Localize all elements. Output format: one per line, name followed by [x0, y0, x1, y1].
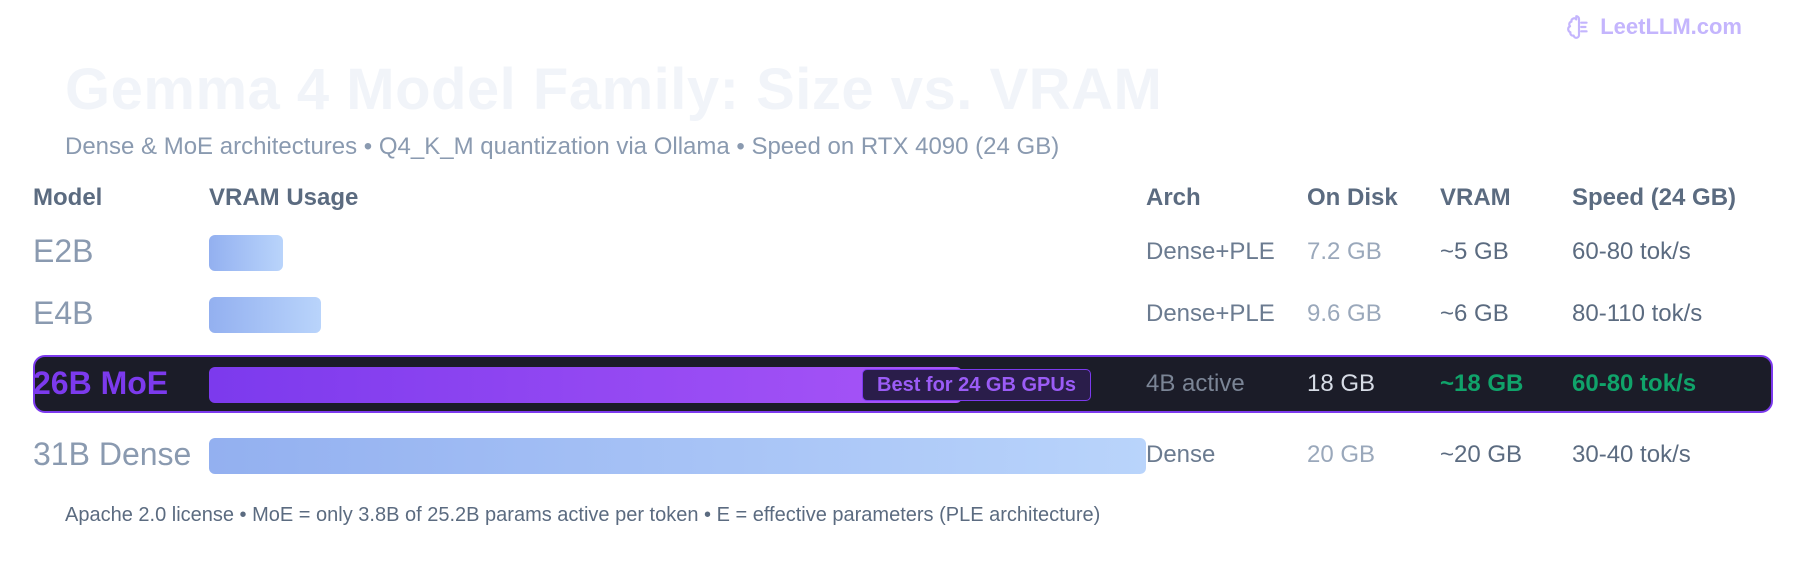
vram-bar [209, 367, 962, 403]
speed-value: 60-80 tok/s [1572, 370, 1697, 398]
column-header-on-disk: On Disk [1307, 184, 1398, 211]
vram-value: ~5 GB [1440, 238, 1509, 266]
brand-name: LeetLLM.com [1600, 14, 1742, 39]
model-name: E4B [33, 295, 94, 332]
column-header-arch: Arch [1146, 184, 1201, 211]
on-disk-value: 18 GB [1307, 370, 1376, 398]
column-header-vram: VRAM [1440, 184, 1511, 211]
vram-value: ~6 GB [1440, 300, 1509, 328]
footnote: Apache 2.0 license • MoE = only 3.8B of … [65, 504, 1101, 526]
on-disk-value: 9.6 GB [1307, 300, 1382, 328]
column-header-model: Model [33, 184, 103, 211]
model-name: 26B MoE [33, 365, 169, 402]
chart-subtitle: Dense & MoE architectures • Q4_K_M quant… [65, 133, 1060, 160]
vram-value: ~20 GB [1440, 441, 1523, 469]
column-header-speed: Speed (24 GB) [1572, 184, 1737, 211]
vram-bar [209, 438, 1146, 474]
arch-value: 4B active [1146, 370, 1245, 398]
brain-icon [1567, 15, 1588, 39]
vram-bar [209, 297, 321, 333]
brand-logo[interactable]: LeetLLM.com [1566, 14, 1742, 40]
on-disk-value: 20 GB [1307, 441, 1376, 469]
chart-title: Gemma 4 Model Family: Size vs. VRAM [65, 57, 1163, 122]
arch-value: Dense+PLE [1146, 238, 1275, 266]
on-disk-value: 7.2 GB [1307, 238, 1382, 266]
vram-bar [209, 235, 283, 271]
arch-value: Dense+PLE [1146, 300, 1275, 328]
vram-value: ~18 GB [1440, 370, 1524, 398]
best-gpu-badge: Best for 24 GB GPUs [862, 369, 1091, 401]
model-name: 31B Dense [33, 436, 192, 473]
model-name: E2B [33, 233, 94, 270]
speed-value: 60-80 tok/s [1572, 238, 1691, 266]
arch-value: Dense [1146, 441, 1216, 469]
speed-value: 30-40 tok/s [1572, 441, 1691, 469]
column-header-vram-usage: VRAM Usage [209, 184, 359, 211]
speed-value: 80-110 tok/s [1572, 300, 1703, 328]
